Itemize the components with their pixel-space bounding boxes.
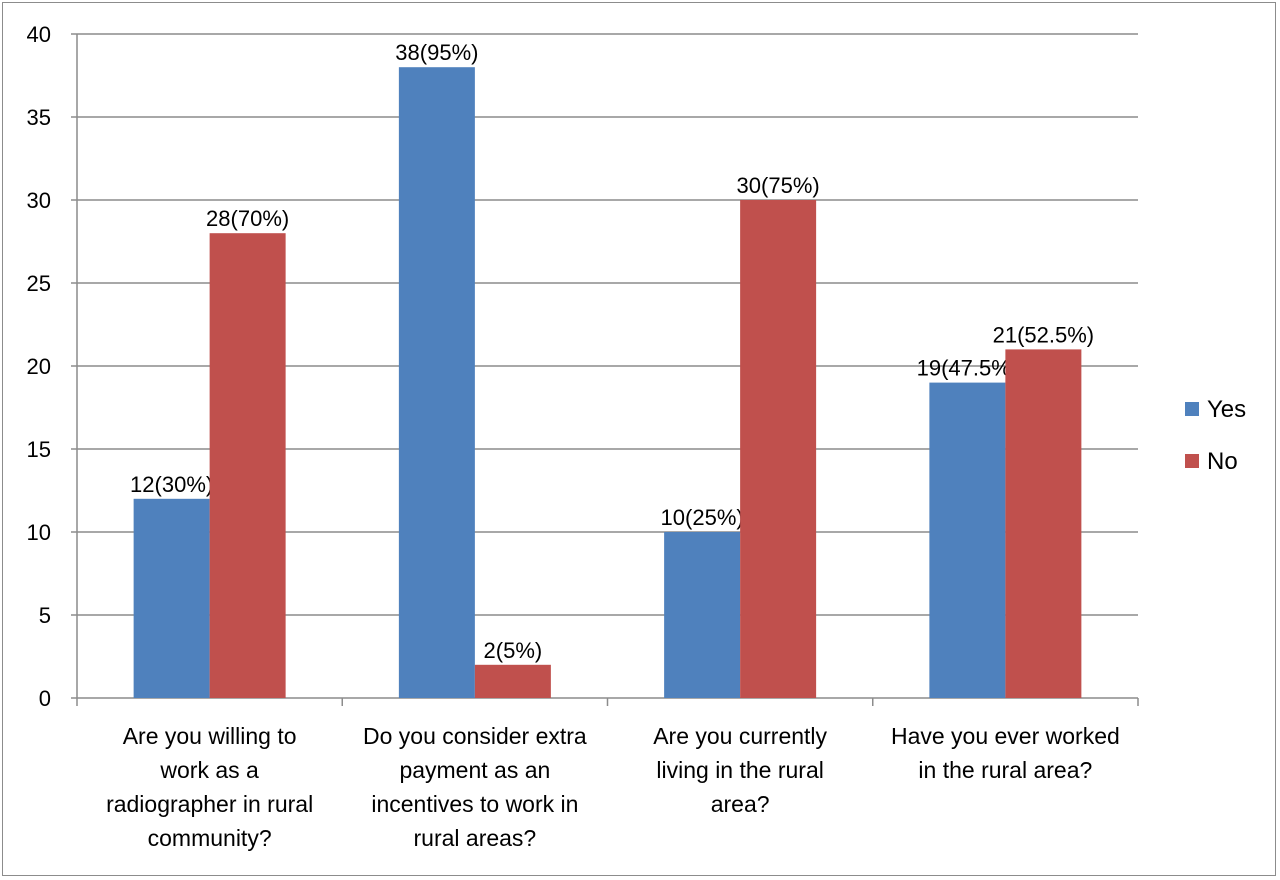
x-category-label-line: Have you ever worked <box>891 723 1120 749</box>
data-label: 30(75%) <box>737 173 820 198</box>
bar-no <box>1005 349 1082 698</box>
legend-label-no: No <box>1207 448 1238 475</box>
data-label: 10(25%) <box>661 505 744 530</box>
x-category-label: Are you willing to work as a radiographer … <box>106 723 313 851</box>
legend-label-yes: Yes <box>1207 396 1246 423</box>
bar-yes <box>664 532 741 698</box>
data-label: 2(5%) <box>484 638 543 663</box>
y-tick-label: 30 <box>27 188 51 213</box>
data-label: 21(52.5%) <box>993 322 1095 347</box>
bar-yes <box>133 498 210 698</box>
x-category-label-line: community? <box>148 825 272 851</box>
x-category-label-line: living in the rural <box>656 757 823 783</box>
y-tick-label: 35 <box>27 105 51 130</box>
bar-no <box>474 664 551 698</box>
x-category-label-line: Do you consider extra <box>363 723 587 749</box>
data-label: 12(30%) <box>130 472 213 497</box>
y-tick-label: 0 <box>39 686 51 711</box>
x-category-label: Do you consider extra payment as an incent… <box>363 723 587 851</box>
data-label: 28(70%) <box>206 206 289 231</box>
x-category-label-line: radiographer in rural <box>106 791 313 817</box>
x-category-label-line: work as a <box>159 757 259 783</box>
y-tick-label: 10 <box>27 520 51 545</box>
x-category-label-line: Are you willing to <box>123 723 297 749</box>
bar-yes <box>398 67 475 698</box>
legend-swatch-no <box>1185 454 1199 468</box>
x-category-label-line: payment as an <box>399 757 550 783</box>
x-category-label-line: area? <box>711 791 770 817</box>
data-label: 19(47.5%) <box>917 356 1019 381</box>
x-category-label: Have you ever worked in the rural area? <box>891 723 1120 783</box>
x-category-label: Are you currently living in the rural area… <box>653 723 827 817</box>
legend-swatch-yes <box>1185 402 1199 416</box>
bar-yes <box>929 382 1006 698</box>
bar-no <box>209 233 286 698</box>
x-category-label-line: rural areas? <box>414 825 537 851</box>
y-tick-label: 15 <box>27 437 51 462</box>
x-category-label-line: incentives to work in <box>371 791 578 817</box>
y-tick-label: 20 <box>27 354 51 379</box>
y-tick-label: 40 <box>27 22 51 47</box>
x-category-label-line: Are you currently <box>653 723 827 749</box>
bar-no <box>740 200 817 698</box>
x-category-label-line: in the rural area? <box>918 757 1092 783</box>
y-tick-label: 25 <box>27 271 51 296</box>
y-tick-label: 5 <box>39 603 51 628</box>
data-label: 38(95%) <box>395 40 478 65</box>
